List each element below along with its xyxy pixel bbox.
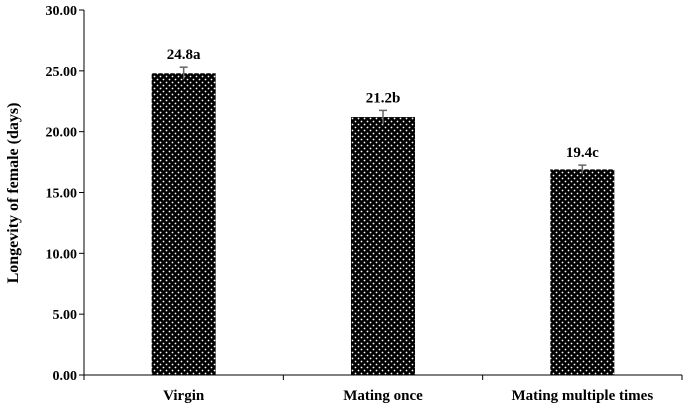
y-tick-label: 20.00: [46, 126, 78, 141]
error-bars: [179, 66, 587, 174]
bars: [151, 73, 615, 376]
y-tick-label: 30.00: [46, 4, 78, 19]
error-bar: [578, 164, 587, 174]
error-bar: [179, 66, 188, 80]
y-tick-label: 25.00: [46, 65, 78, 80]
y-axis-title: Longevity of female (days): [5, 103, 22, 284]
category-label: Mating once: [343, 388, 423, 404]
bar: [351, 117, 415, 376]
data-labels: 24.8a 21.2b 19.4c: [167, 47, 599, 161]
y-tick-label: 15.00: [46, 187, 78, 202]
error-bar: [379, 109, 387, 124]
category-label: Mating multiple times: [512, 388, 654, 404]
y-tick-label: 0.00: [53, 369, 78, 384]
category-label: Virgin: [163, 388, 205, 404]
data-label: 19.4c: [566, 145, 599, 161]
category-labels: Virgin Mating once Mating multiple times: [83, 375, 683, 404]
bar: [151, 73, 216, 376]
data-label: 24.8a: [167, 47, 201, 63]
data-label: 21.2b: [366, 90, 401, 106]
bar: [550, 169, 615, 375]
y-tick-label: 5.00: [53, 308, 78, 323]
y-axis-ticks: 0.00 5.00 10.00 15.00 20.00 25.00 30.00: [46, 4, 84, 384]
y-tick-label: 10.00: [46, 247, 78, 262]
